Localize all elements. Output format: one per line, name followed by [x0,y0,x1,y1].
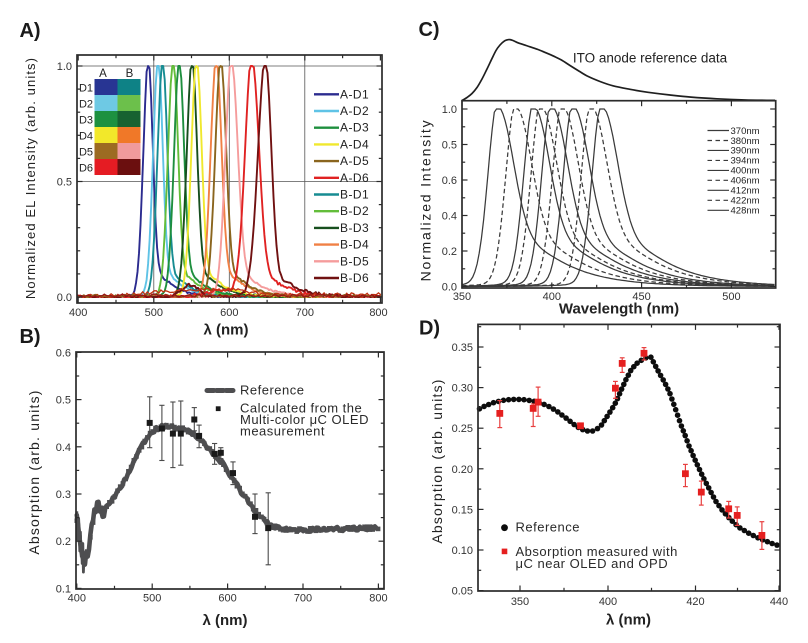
svg-text:Absorption (arb. units): Absorption (arb. units) [429,378,445,543]
svg-text:λ (nm): λ (nm) [606,612,651,629]
svg-text:B-D2: B-D2 [340,204,369,218]
svg-text:Reference: Reference [516,520,580,535]
svg-text:A-D2: A-D2 [340,104,369,118]
svg-text:0.10: 0.10 [452,545,473,557]
svg-text:394nm: 394nm [731,156,760,167]
svg-text:600: 600 [218,593,236,605]
svg-text:422nm: 422nm [731,196,760,207]
svg-text:0.5: 0.5 [56,395,71,407]
svg-text:400nm: 400nm [731,166,760,177]
svg-text:D3: D3 [79,115,93,127]
svg-text:A-D6: A-D6 [340,171,369,185]
svg-text:λ (nm): λ (nm) [204,322,249,339]
svg-text:Wavelength (nm): Wavelength (nm) [559,301,679,318]
svg-text:Absorption (arb. units): Absorption (arb. units) [26,389,42,554]
svg-text:0.35: 0.35 [452,342,473,354]
svg-text:λ (nm): λ (nm) [203,612,248,629]
svg-text:B-D3: B-D3 [340,221,369,235]
svg-text:ITO anode reference data: ITO anode reference data [573,51,728,66]
svg-text:800: 800 [369,307,387,319]
svg-text:0.15: 0.15 [452,504,473,516]
svg-text:A): A) [19,20,40,42]
svg-text:500: 500 [145,307,163,319]
svg-text:0.6: 0.6 [442,175,457,187]
svg-text:400: 400 [543,291,561,303]
svg-text:0.3: 0.3 [56,489,71,501]
svg-text:0.5: 0.5 [57,177,72,189]
svg-text:400: 400 [599,596,617,608]
svg-text:440: 440 [770,596,788,608]
svg-text:350: 350 [511,596,529,608]
svg-text:0.1: 0.1 [56,583,71,595]
svg-text:0.4: 0.4 [56,442,71,454]
svg-text:450: 450 [632,291,650,303]
svg-text:370nm: 370nm [731,126,760,137]
svg-text:μC near OLED and OPD: μC near OLED and OPD [516,556,669,571]
svg-text:0.05: 0.05 [452,586,473,598]
svg-text:0.0: 0.0 [57,292,72,304]
svg-text:Absorption measured with: Absorption measured with [516,544,678,559]
svg-text:0.2: 0.2 [56,536,71,548]
svg-text:D1: D1 [79,83,93,95]
svg-text:B-D5: B-D5 [340,254,369,268]
svg-text:428nm: 428nm [731,206,760,217]
svg-text:measurement: measurement [240,424,325,439]
svg-text:700: 700 [296,307,314,319]
svg-text:D): D) [419,318,440,340]
svg-text:0.0: 0.0 [442,282,457,294]
svg-text:0.5: 0.5 [442,140,457,152]
svg-text:400: 400 [69,307,87,319]
svg-text:A-D1: A-D1 [340,87,369,101]
svg-text:350: 350 [453,291,471,303]
svg-text:D4: D4 [79,131,93,143]
svg-text:D2: D2 [79,99,93,111]
svg-text:A-D3: A-D3 [340,121,369,135]
svg-text:Reference: Reference [240,383,304,398]
svg-text:420: 420 [686,596,704,608]
svg-text:700: 700 [294,593,312,605]
svg-text:380nm: 380nm [731,136,760,147]
svg-text:400: 400 [68,593,86,605]
svg-text:B): B) [19,326,40,348]
svg-text:B-D1: B-D1 [340,188,369,202]
svg-text:0.25: 0.25 [452,423,473,435]
svg-text:500: 500 [143,593,161,605]
svg-text:0.2: 0.2 [442,246,457,258]
svg-text:A-D5: A-D5 [340,154,369,168]
svg-text:Normalized Intensity: Normalized Intensity [418,119,434,282]
svg-text:D6: D6 [79,163,93,175]
svg-text:0.20: 0.20 [452,464,473,476]
svg-text:412nm: 412nm [731,186,760,197]
svg-text:B-D6: B-D6 [340,271,369,285]
svg-text:C): C) [418,19,439,41]
svg-text:800: 800 [369,593,387,605]
svg-text:Multi-color μC OLED: Multi-color μC OLED [240,412,369,427]
svg-text:1.0: 1.0 [442,104,457,116]
svg-text:B: B [126,68,134,80]
svg-text:406nm: 406nm [731,176,760,187]
svg-text:0.30: 0.30 [452,383,473,395]
svg-text:500: 500 [722,291,740,303]
svg-text:0.6: 0.6 [56,347,71,359]
svg-text:B-D4: B-D4 [340,238,369,252]
svg-text:A-D4: A-D4 [340,137,369,151]
svg-text:390nm: 390nm [731,146,760,157]
svg-text:600: 600 [220,307,238,319]
svg-text:0.4: 0.4 [442,211,457,223]
svg-text:D5: D5 [79,147,93,159]
svg-text:1.0: 1.0 [57,61,72,73]
svg-text:A: A [99,68,107,80]
svg-text:Normalized EL Intensity (arb.: Normalized EL Intensity (arb. units) [23,57,38,299]
svg-text:Calculated from the: Calculated from the [240,401,362,416]
